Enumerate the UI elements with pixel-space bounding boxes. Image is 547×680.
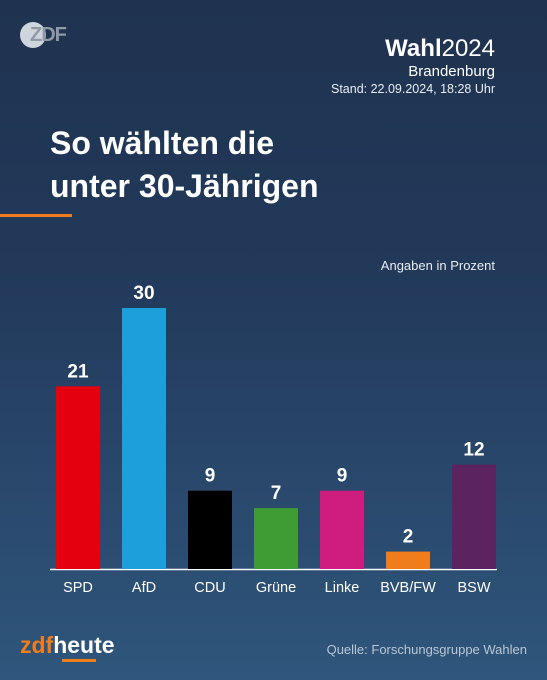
source-note: Quelle: Forschungsgruppe Wahlen	[326, 642, 527, 657]
zdf-logo-circle	[20, 22, 46, 48]
category-label: SPD	[63, 580, 93, 596]
category-label: Grüne	[256, 580, 296, 596]
zdfheute-logo: zdfheute	[20, 632, 115, 662]
accent-divider	[0, 214, 72, 217]
election-region: Brandenburg	[408, 63, 495, 80]
bar-value-label: 2	[403, 527, 414, 548]
page-title-line2: unter 30-Jährigen	[50, 168, 319, 204]
bar-bvb-fw	[386, 551, 430, 569]
bar-value-label: 21	[67, 361, 89, 382]
bar-grüne	[254, 508, 298, 569]
bar-cdu	[188, 490, 232, 569]
zdf-logo-text: ZDF	[30, 24, 67, 46]
page-title: So wählten die unter 30-Jährigen	[50, 122, 470, 208]
category-label: Linke	[325, 580, 360, 596]
bar-value-label: 9	[205, 466, 216, 487]
bar-value-label: 7	[271, 483, 282, 504]
bar-spd	[56, 386, 100, 569]
election-title: Wahl2024	[331, 36, 495, 62]
unit-note: Angaben in Prozent	[380, 258, 495, 273]
bar-afd	[122, 308, 166, 569]
election-header: Wahl2024 Brandenburg Stand: 22.09.2024, …	[331, 36, 495, 97]
election-title-word: Wahl	[385, 35, 442, 62]
election-title-year: 2024	[441, 35, 495, 62]
election-timestamp: Stand: 22.09.2024, 18:28 Uhr	[330, 82, 495, 96]
zdfheute-logo-underline	[62, 659, 96, 662]
category-label: AfD	[132, 580, 156, 596]
page-title-line1: So wählten die	[50, 125, 275, 161]
bar-bsw	[452, 464, 496, 569]
bar-linke	[320, 490, 364, 569]
category-label: BSW	[457, 580, 490, 596]
zdf-logo: ZDF	[20, 22, 78, 48]
bar-value-label: 30	[133, 283, 154, 304]
bar-value-label: 12	[463, 440, 484, 461]
zdfheute-logo-heute: heute	[53, 632, 115, 658]
zdfheute-logo-zdf: zdf	[20, 632, 54, 658]
category-label: CDU	[194, 580, 225, 596]
bar-value-label: 9	[337, 466, 348, 487]
category-label: BVB/FW	[380, 580, 436, 596]
